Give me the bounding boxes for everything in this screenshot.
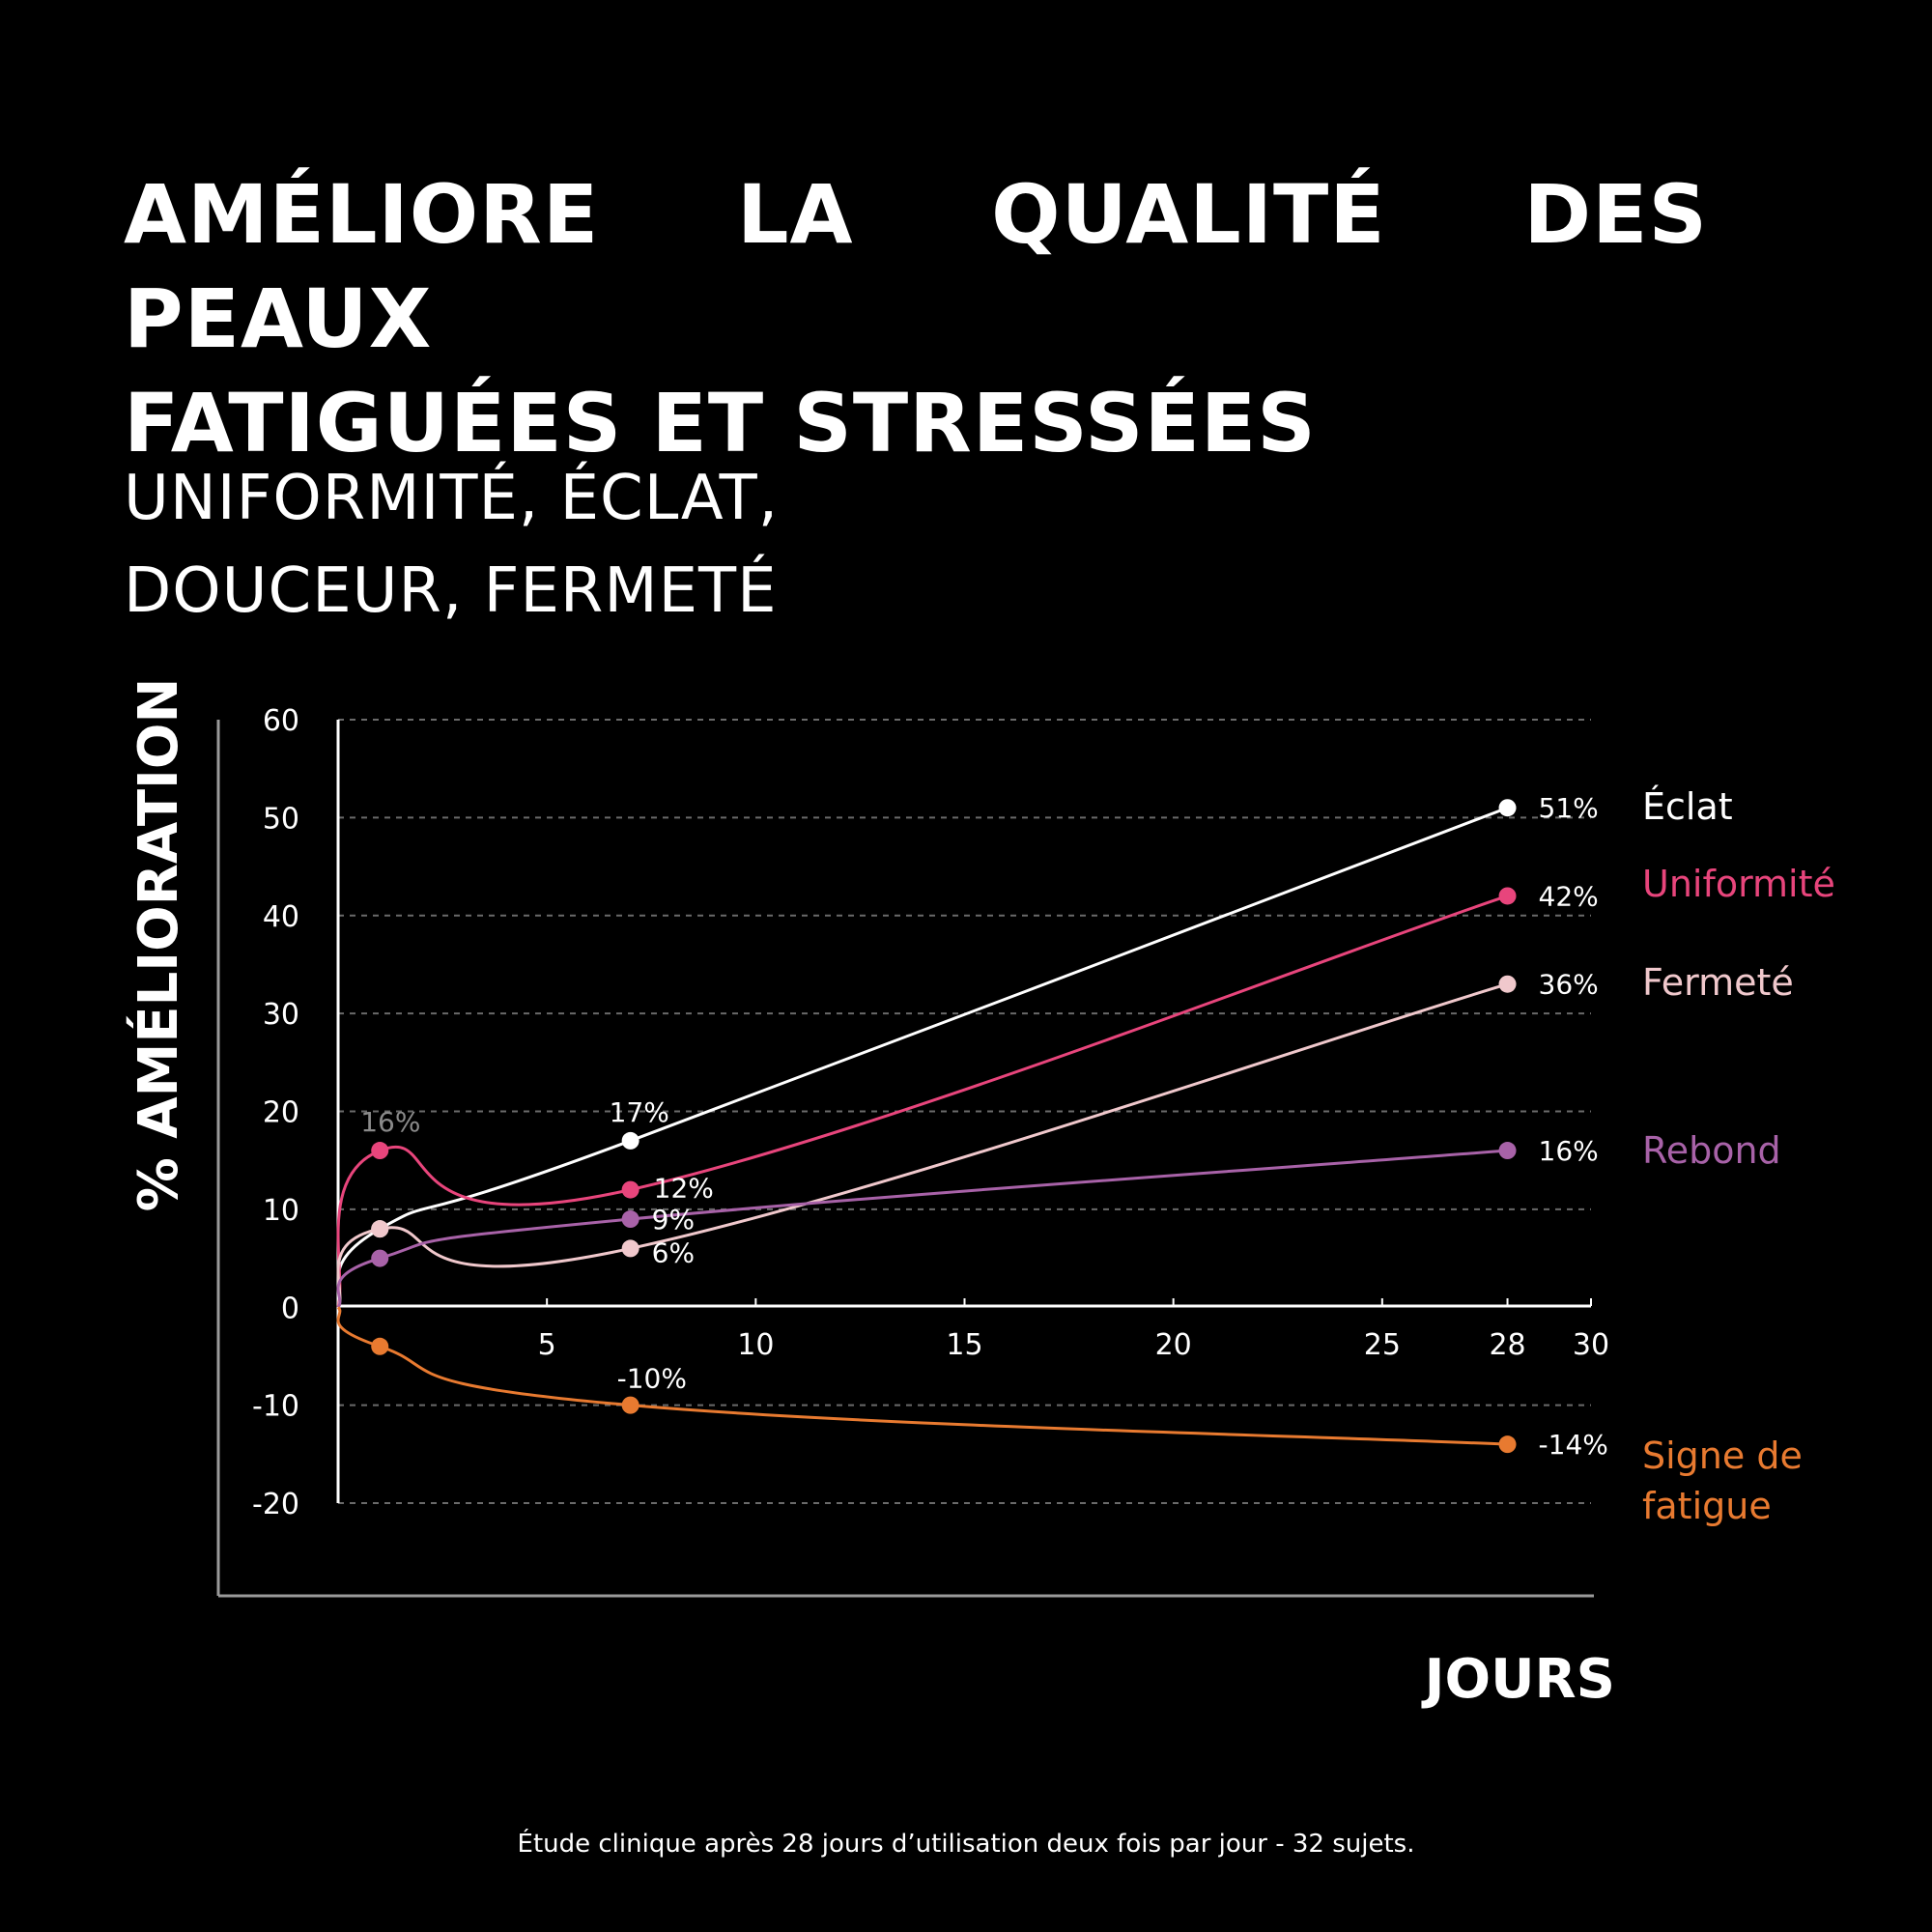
y-tick-label: 20 — [263, 1096, 299, 1130]
legend-label: Signe de — [1642, 1435, 1803, 1477]
data-label: 42% — [1539, 880, 1599, 912]
x-tick-label: 30 — [1573, 1328, 1609, 1362]
legend-label: fatigue — [1642, 1485, 1772, 1527]
x-axis-title: JOURS — [1421, 1648, 1615, 1711]
labels: 17% 51% Éclat 16% 12% 42% Uniformité 6% 36% Ferme… — [360, 785, 1835, 1527]
series — [336, 799, 1517, 1454]
data-label: -14% — [1539, 1429, 1608, 1461]
subtitle-line-2: DOUCEUR, FERMETÉ — [124, 555, 778, 627]
y-tick-label: 30 — [263, 998, 299, 1032]
legend-label: Éclat — [1642, 785, 1733, 828]
x-tick-label: 25 — [1364, 1328, 1401, 1362]
title-line-1: AMÉLIORE LA QUALITÉ DES PEAUX — [124, 167, 1708, 366]
data-point — [371, 1249, 389, 1267]
chart-subtitle: UNIFORMITÉ, ÉCLAT, DOUCEUR, FERMETÉ — [124, 452, 1283, 638]
data-point — [621, 1210, 639, 1229]
y-tick-label: 10 — [263, 1194, 299, 1228]
y-tick-label: 50 — [263, 802, 299, 836]
series-line — [336, 982, 1508, 1308]
legend-label: Rebond — [1642, 1129, 1781, 1172]
x-tick-label: 28 — [1489, 1328, 1525, 1362]
series-line — [336, 1149, 1508, 1309]
x-tick-label: 20 — [1155, 1328, 1192, 1362]
data-point — [371, 1337, 389, 1355]
data-point — [621, 1180, 639, 1199]
x-tick-label: 5 — [538, 1328, 556, 1362]
data-label: 17% — [610, 1096, 669, 1128]
data-point — [621, 1396, 639, 1414]
series-line — [336, 806, 1509, 1308]
data-label: 16% — [1539, 1135, 1599, 1167]
data-label: -10% — [617, 1363, 687, 1395]
y-tick-label: -10 — [252, 1390, 299, 1424]
y-tick-label: 0 — [281, 1292, 299, 1325]
x-tick-label: 10 — [737, 1328, 774, 1362]
y-tick-label: 60 — [263, 704, 299, 738]
y-axis-title: % AMÉLIORATION — [127, 678, 190, 1212]
y-tick-label: -20 — [252, 1488, 299, 1521]
data-point — [371, 1220, 389, 1238]
y-tick-label: 40 — [263, 900, 299, 934]
data-label: 36% — [1539, 969, 1599, 1001]
data-point — [621, 1131, 639, 1150]
grid-lines — [338, 719, 1591, 1504]
chart-title: AMÉLIORE LA QUALITÉ DES PEAUX FATIGUÉES … — [124, 162, 1708, 475]
data-point — [371, 1142, 389, 1160]
legend-label: Fermeté — [1642, 961, 1794, 1004]
axes — [216, 720, 1594, 1598]
data-point — [1498, 975, 1517, 993]
subtitle-line-1: UNIFORMITÉ, ÉCLAT, — [124, 463, 780, 534]
data-label: 12% — [654, 1173, 714, 1205]
data-label: 9% — [652, 1204, 695, 1236]
data-point — [1498, 887, 1517, 905]
series-line — [336, 1306, 1508, 1446]
data-label: 6% — [652, 1236, 695, 1268]
legend-label: Uniformité — [1642, 863, 1835, 905]
ticks: 60 50 40 30 20 10 0 -10 -20 5 10 15 20 25 28 30 — [252, 704, 1609, 1521]
data-label: 16% — [360, 1106, 420, 1138]
data-point — [621, 1239, 639, 1258]
x-tick-label: 15 — [946, 1328, 982, 1362]
footnote: Étude clinique après 28 jours d’utilisat… — [517, 1830, 1415, 1859]
title-line-2: FATIGUÉES ET STRESSÉES — [124, 376, 1317, 470]
data-point — [1498, 1142, 1517, 1160]
data-point — [1498, 1435, 1517, 1454]
data-label: 51% — [1539, 792, 1599, 824]
data-point — [1498, 799, 1517, 817]
series-line — [336, 895, 1509, 1308]
